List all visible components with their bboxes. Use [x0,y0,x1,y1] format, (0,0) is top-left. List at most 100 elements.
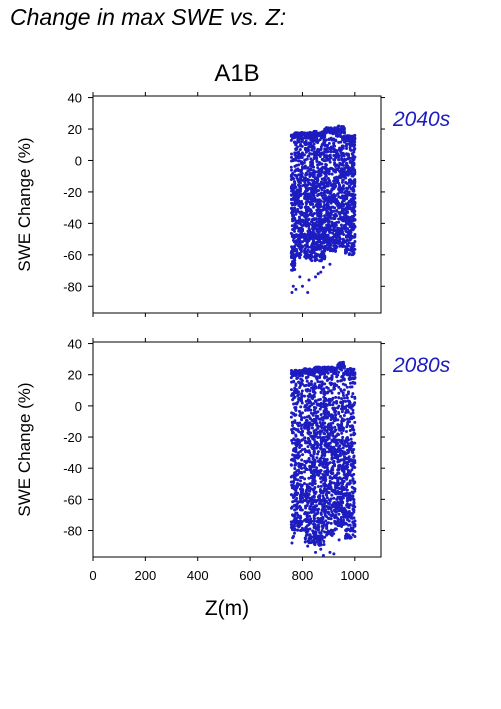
data-point [332,209,336,213]
data-point [328,153,332,157]
data-point [305,157,309,161]
x-tick-label: 0 [89,568,96,583]
data-point [306,245,310,249]
data-point [300,429,304,433]
data-point [344,406,348,410]
data-point [348,497,352,501]
data-point [305,172,309,176]
data-point [336,373,340,377]
data-point [337,538,341,542]
data-point [302,416,306,420]
x-tick-label: 400 [187,568,209,583]
data-point [353,213,357,217]
data-point [297,451,301,455]
data-point [309,411,313,415]
data-point [329,389,333,393]
data-point [308,439,312,443]
data-point [345,146,349,150]
data-point [303,247,307,251]
data-point [290,439,294,443]
data-point [329,216,333,220]
data-point [337,396,341,400]
data-point [307,425,311,429]
data-point [312,194,316,198]
data-point [294,185,298,189]
data-point [309,442,313,446]
data-point [342,366,346,370]
data-point [315,375,319,379]
data-point [350,468,354,472]
data-point [334,184,338,188]
data-point [347,420,351,424]
panel-2040s: 40 20 0 -20 -40 -60 -80 SWE Change (%) 2040s [15,91,451,317]
data-point [353,200,357,204]
data-point [334,138,338,142]
data-point [332,225,336,229]
y-tick-label: -60 [63,492,82,507]
data-point [291,183,295,187]
data-point [296,400,300,404]
scenario-label: A1B [214,60,259,87]
data-point [353,183,357,187]
data-point [334,527,338,531]
data-point [353,133,357,137]
data-point [352,448,356,452]
data-point [298,441,302,445]
data-point [341,146,345,150]
data-point [319,445,323,449]
data-point [308,392,312,396]
data-point [337,220,341,224]
data-point [313,543,317,547]
data-point [290,152,294,156]
data-point [325,188,329,192]
scatter-points [289,360,357,557]
data-point [321,265,325,269]
data-point [291,441,295,445]
data-point [353,193,357,197]
data-point [316,272,320,276]
data-point [345,396,349,400]
data-point [324,178,328,182]
data-point [345,404,349,408]
data-point [319,405,323,409]
data-point [305,514,309,518]
data-point [293,229,297,233]
data-point [300,175,304,179]
data-point [318,421,322,425]
data-point [309,209,313,213]
data-point [320,429,324,433]
data-point [352,500,356,504]
data-point [316,380,320,384]
data-point [326,144,330,148]
data-point [327,172,331,176]
data-point [304,399,308,403]
data-point [336,479,340,483]
data-point [312,463,316,467]
data-point [300,374,304,378]
data-point [293,206,297,210]
data-point [297,163,301,167]
data-point [307,278,311,282]
data-point [303,436,307,440]
data-point [350,141,354,145]
data-point [336,441,340,445]
data-point [325,496,329,500]
data-point [300,471,304,475]
x-tick-label: 200 [135,568,157,583]
data-point [339,223,343,227]
y-tick-label: -60 [63,248,82,263]
data-point [293,514,297,518]
data-point [353,432,357,436]
data-point [316,441,320,445]
data-point [333,406,337,410]
data-point [330,493,334,497]
data-point [325,375,329,379]
data-point [309,535,313,539]
data-point [349,406,353,410]
data-point [302,161,306,165]
data-point [346,462,350,466]
data-point [299,444,303,448]
data-point [352,158,356,162]
data-point [320,380,324,384]
data-point [349,148,353,152]
